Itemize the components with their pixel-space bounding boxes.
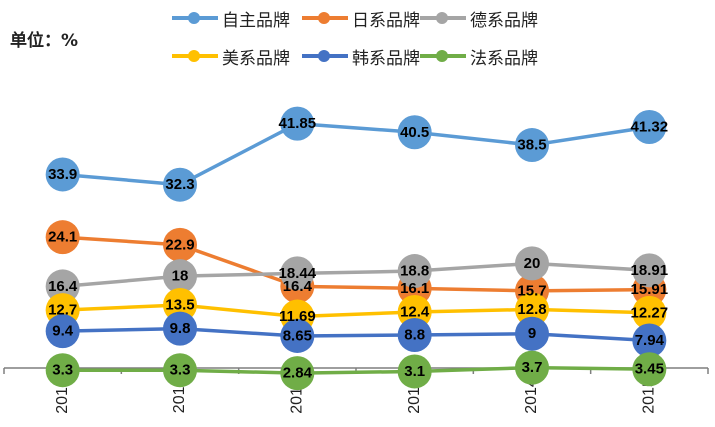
data-label: 3.45 [635, 361, 664, 378]
legend-item: 自主品牌 [172, 6, 290, 31]
data-point [280, 318, 315, 353]
data-point [280, 106, 315, 141]
data-label: 12.27 [631, 304, 669, 321]
data-point [632, 253, 667, 288]
legend-item: 日系品牌 [302, 6, 420, 31]
series-line-0 [62, 121, 650, 187]
data-label: 2.84 [283, 365, 313, 382]
data-label: 18.8 [400, 263, 429, 280]
data-point [163, 311, 197, 346]
data-label: 8.65 [283, 327, 312, 344]
data-label: 15.7 [517, 282, 546, 299]
legend-swatch [302, 44, 348, 68]
legend-label: 法系品牌 [470, 48, 538, 69]
data-label: 41.32 [631, 119, 669, 136]
data-point [632, 323, 667, 358]
data-label: 24.1 [48, 229, 77, 246]
data-label: 32.3 [165, 176, 194, 193]
data-point [163, 353, 197, 388]
legend-swatch [172, 6, 218, 30]
legend-swatch [172, 44, 218, 68]
data-point [397, 354, 432, 389]
data-label: 15.91 [631, 281, 669, 298]
data-point [163, 227, 197, 262]
data-point [632, 110, 667, 145]
x-tick-label: 2014 [523, 378, 540, 414]
legend-item: 法系品牌 [420, 44, 538, 69]
data-label: 16.4 [283, 278, 313, 295]
data-label: 12.8 [517, 301, 546, 318]
data-point [45, 353, 80, 388]
data-label: 3.3 [170, 362, 191, 379]
legend-label: 自主品牌 [222, 10, 290, 31]
data-label: 41.85 [279, 115, 317, 132]
legend-swatch [420, 44, 466, 68]
series-line-3 [62, 303, 650, 319]
legend-label: 韩系品牌 [352, 48, 420, 69]
data-label: 3.1 [404, 363, 425, 380]
series-line-2 [62, 261, 650, 289]
data-point [632, 295, 667, 330]
data-point [280, 256, 315, 291]
series-line-1 [62, 235, 650, 293]
legend-swatch [420, 6, 466, 30]
data-label: 18.44 [279, 265, 317, 282]
legend-label: 日系品牌 [352, 10, 420, 31]
data-label: 8.8 [404, 327, 425, 344]
x-tick-label: 2010 [54, 378, 71, 414]
legend-swatch [302, 6, 348, 30]
data-label: 22.9 [165, 236, 194, 253]
data-label: 9.4 [52, 323, 74, 340]
data-label: 33.9 [48, 166, 77, 183]
data-point [515, 246, 549, 281]
x-tick-label: 2011 [171, 379, 188, 414]
data-label: 7.94 [635, 332, 665, 349]
data-point [163, 287, 197, 322]
data-point [45, 220, 80, 255]
data-point [45, 157, 80, 192]
data-point [515, 316, 549, 351]
unit-label: 单位：% [10, 31, 79, 51]
legend-label: 美系品牌 [222, 48, 290, 69]
series-line-4 [62, 326, 650, 343]
legend-label: 德系品牌 [470, 10, 538, 31]
data-point [515, 128, 549, 163]
data-label: 18 [172, 268, 189, 285]
legend-item: 德系品牌 [420, 6, 538, 31]
x-tick-label: 2015 [641, 378, 658, 414]
data-point [632, 352, 667, 387]
data-label: 16.4 [48, 278, 78, 295]
data-point [163, 259, 197, 294]
data-label: 20 [524, 255, 541, 272]
data-label: 3.3 [52, 362, 73, 379]
data-label: 18.91 [631, 262, 669, 279]
data-label: 38.5 [517, 137, 546, 154]
data-label: 40.5 [400, 124, 429, 141]
data-label: 12.4 [400, 303, 430, 320]
legend-item: 美系品牌 [172, 44, 290, 69]
data-label: 3.7 [522, 359, 543, 376]
data-point [397, 254, 432, 289]
data-point [397, 318, 432, 353]
data-label: 12.7 [48, 302, 77, 319]
data-label: 13.5 [165, 296, 194, 313]
series-line-5 [62, 365, 650, 375]
legend-item: 韩系品牌 [302, 44, 420, 69]
data-label: 9 [528, 325, 536, 342]
data-point [515, 292, 549, 327]
data-label: 11.69 [279, 308, 316, 325]
data-label: 16.1 [400, 280, 429, 297]
data-point [45, 314, 80, 349]
data-label: 9.8 [170, 320, 191, 337]
data-point [515, 350, 549, 385]
data-point [280, 356, 315, 391]
data-point [397, 115, 432, 150]
data-point [163, 167, 197, 202]
data-point [45, 269, 80, 304]
